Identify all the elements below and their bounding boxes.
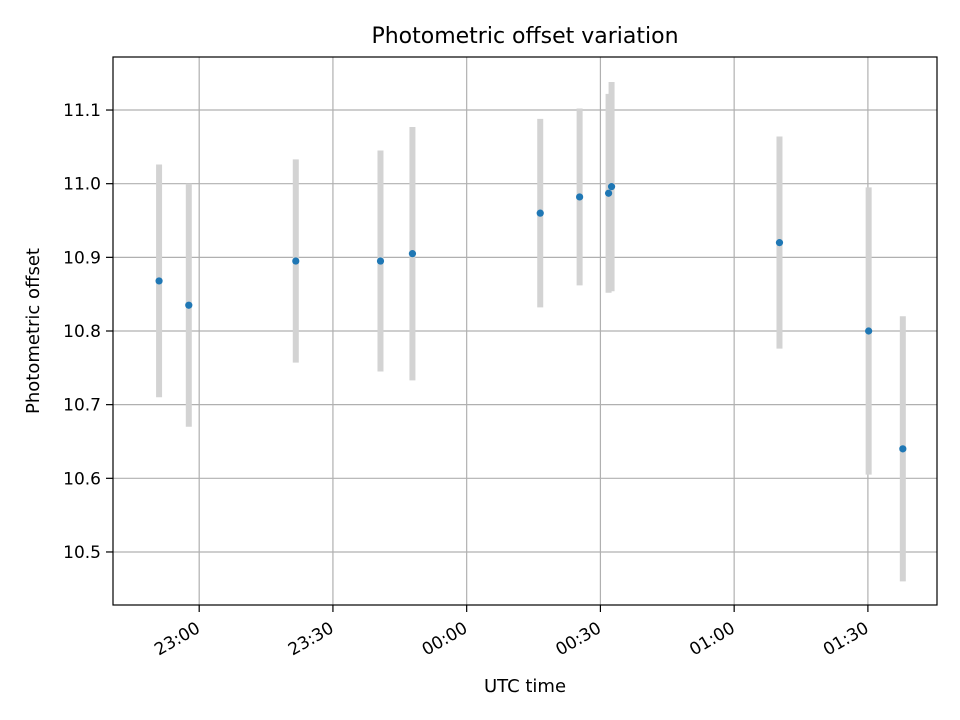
x-tick-label: 01:30 — [820, 618, 872, 660]
x-axis-ticks: 23:00 23:30 00:00 00:30 01:00 01:30 — [151, 605, 872, 660]
x-tick-label: 00:00 — [419, 618, 471, 660]
data-point — [899, 445, 907, 453]
data-point — [604, 189, 613, 197]
x-axis-label: UTC time — [484, 676, 566, 697]
y-tick-label: 10.7 — [63, 396, 101, 416]
grid — [113, 57, 937, 605]
x-tick-label: 00:30 — [552, 618, 604, 660]
data-point — [607, 183, 616, 191]
data-point — [408, 250, 417, 258]
y-tick-label: 11.0 — [63, 175, 101, 195]
y-tick-label: 11.1 — [63, 101, 101, 121]
data-point — [376, 257, 385, 265]
y-axis-ticks: 10.5 10.6 10.7 10.8 10.9 11.0 11.1 — [63, 101, 113, 563]
data-points — [155, 183, 907, 453]
data-point — [775, 239, 784, 247]
chart-title: Photometric offset variation — [371, 24, 678, 49]
x-tick-label: 23:30 — [285, 618, 337, 660]
x-tick-label: 23:00 — [151, 618, 203, 660]
data-point — [536, 209, 544, 217]
x-tick-label: 01:00 — [686, 618, 738, 660]
y-tick-label: 10.5 — [63, 543, 101, 563]
data-point — [292, 257, 300, 265]
y-tick-label: 10.9 — [63, 248, 101, 268]
y-axis-label: Photometric offset — [23, 248, 44, 414]
error-bars — [156, 82, 906, 582]
y-tick-label: 10.8 — [63, 322, 101, 342]
data-point — [865, 327, 873, 335]
y-tick-label: 10.6 — [63, 469, 101, 489]
data-point — [576, 193, 584, 201]
data-point — [185, 301, 193, 309]
data-point — [155, 277, 163, 285]
